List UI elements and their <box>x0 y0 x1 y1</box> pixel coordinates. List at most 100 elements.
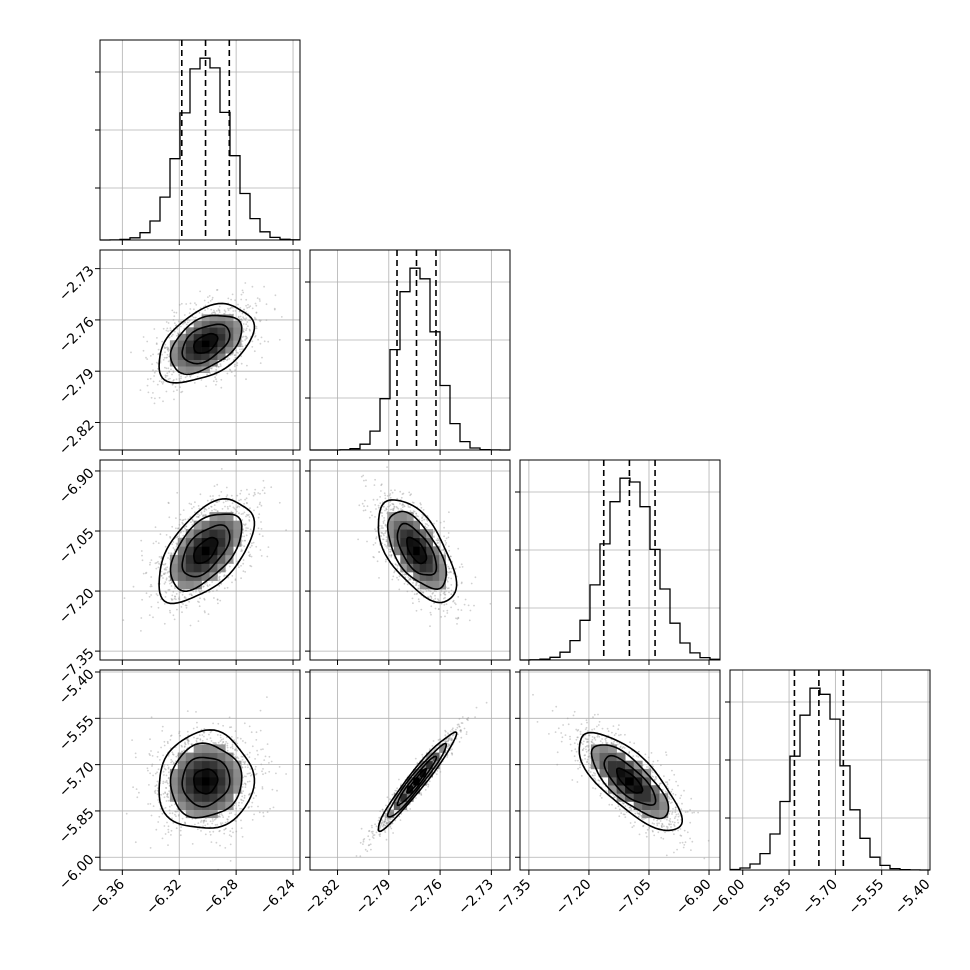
sample-point <box>674 806 677 809</box>
sample-point <box>142 572 145 575</box>
sample-point <box>238 499 241 502</box>
sample-point <box>144 572 147 575</box>
sample-point <box>202 514 205 517</box>
sample-point <box>587 769 590 772</box>
sample-point <box>285 773 287 775</box>
density-cell <box>209 793 218 802</box>
sample-point <box>170 735 172 737</box>
sample-point <box>200 513 203 515</box>
sample-point <box>586 760 588 763</box>
density-cell <box>426 563 433 573</box>
sample-point <box>189 308 192 310</box>
sample-point <box>168 579 171 582</box>
sample-point <box>214 312 217 315</box>
sample-point <box>173 322 176 325</box>
sample-point <box>400 508 402 510</box>
sample-point <box>421 516 424 519</box>
sample-point <box>188 312 191 314</box>
sample-point <box>449 555 452 558</box>
sample-point <box>223 587 226 590</box>
sample-point <box>158 562 160 565</box>
sample-point <box>241 802 243 804</box>
sample-point <box>217 722 220 725</box>
sample-point <box>254 336 256 338</box>
sample-point <box>469 609 472 612</box>
sample-point <box>444 539 447 542</box>
density-cell <box>413 554 420 564</box>
sample-point <box>560 740 563 743</box>
sample-point <box>585 738 588 741</box>
sample-point <box>389 493 392 495</box>
sample-point <box>582 743 584 745</box>
sample-point <box>148 753 151 755</box>
sample-point <box>220 823 223 826</box>
sample-point <box>383 820 386 823</box>
sample-point <box>243 794 246 797</box>
density-cell <box>659 793 669 802</box>
sample-point <box>186 738 189 741</box>
sample-point <box>392 507 395 510</box>
sample-point <box>437 541 440 544</box>
sample-point <box>177 527 180 530</box>
sample-point <box>194 823 196 826</box>
scatter-panel-3-2 <box>515 669 721 875</box>
sample-point <box>436 537 439 540</box>
sample-point <box>465 733 468 735</box>
sample-point <box>420 503 422 506</box>
sample-point <box>656 759 659 762</box>
sample-point <box>215 509 217 511</box>
density-cell <box>185 760 194 770</box>
sample-point <box>403 582 406 585</box>
y-tick-label: −2.82 <box>56 417 98 459</box>
sample-point <box>193 308 195 311</box>
sample-point <box>237 315 240 318</box>
panel-frame <box>99 249 301 451</box>
sample-point <box>381 532 383 534</box>
sample-point <box>185 606 188 609</box>
sample-point <box>447 587 450 589</box>
sample-point <box>389 504 392 506</box>
sample-point <box>689 837 691 840</box>
sample-point <box>169 609 171 612</box>
contour-level-0 <box>192 768 219 795</box>
sample-point <box>234 357 237 359</box>
sample-point <box>378 551 381 553</box>
sample-point <box>215 380 218 383</box>
sample-point <box>180 302 183 305</box>
sample-point <box>427 783 429 786</box>
sample-point <box>629 741 631 744</box>
sample-point <box>615 732 617 735</box>
sample-point <box>662 789 664 791</box>
sample-point <box>582 740 585 743</box>
sample-point <box>247 527 249 530</box>
sample-point <box>240 564 242 567</box>
sample-point <box>429 611 432 614</box>
sample-point <box>261 356 263 359</box>
density-cell <box>625 777 634 786</box>
y-tick-label: −6.90 <box>56 465 98 507</box>
sample-point <box>395 563 397 566</box>
sample-point <box>212 498 214 501</box>
density-cell <box>185 768 194 778</box>
density-cell <box>616 760 626 770</box>
sample-point <box>587 749 590 752</box>
sample-point <box>673 825 676 827</box>
density-cell <box>209 520 218 530</box>
sample-point <box>261 770 263 773</box>
density-cell <box>419 572 427 581</box>
sample-point <box>450 584 453 586</box>
sample-point <box>628 751 631 753</box>
density-cell <box>406 512 414 521</box>
sample-point <box>598 779 601 782</box>
sample-point <box>642 824 645 827</box>
sample-point <box>196 721 198 724</box>
sample-point <box>581 759 584 761</box>
sample-point <box>588 755 591 757</box>
sample-point <box>260 504 263 507</box>
x-tick-label: −5.70 <box>799 876 841 918</box>
sample-point <box>671 811 674 814</box>
sample-point <box>166 740 169 743</box>
sample-point <box>176 332 179 335</box>
sample-point <box>391 822 394 825</box>
sample-point <box>619 746 622 749</box>
